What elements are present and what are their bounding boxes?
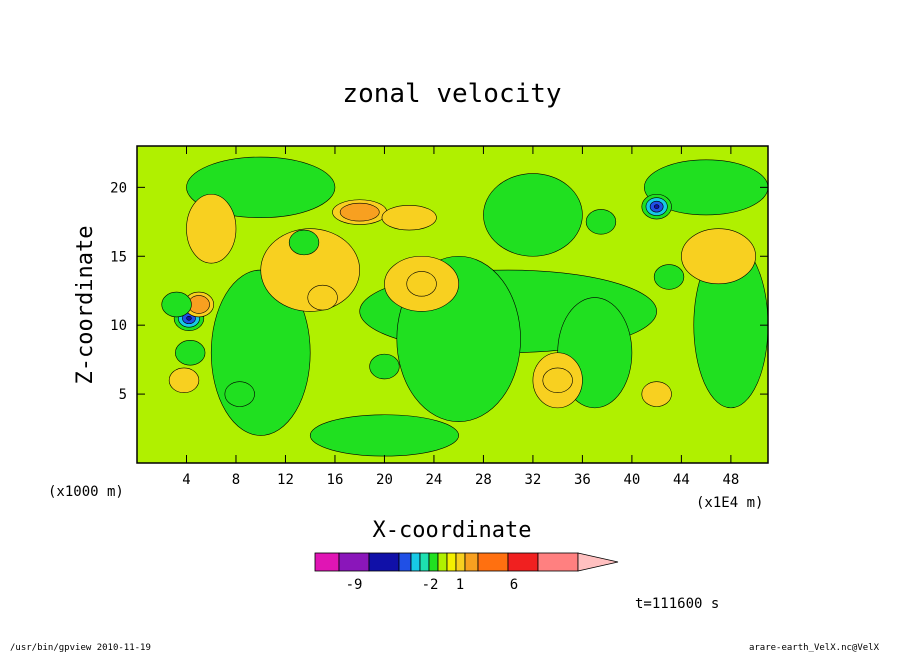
y-tick-label: 10 <box>110 318 127 334</box>
field-feature-16 <box>542 367 573 394</box>
x-tick-label: 12 <box>277 472 294 488</box>
colorbar-segment <box>428 552 439 572</box>
y-units-label: (x1000 m) <box>48 484 124 500</box>
field-region-6 <box>483 173 583 257</box>
x-tick-label: 44 <box>673 472 690 488</box>
x-ticks: 4 8 12 16 20 24 28 32 36 40 44 48 <box>182 146 739 488</box>
field-region-12 <box>681 228 756 285</box>
field-feature-8 <box>224 381 255 407</box>
field-region-8 <box>309 414 459 457</box>
colorbar-extend-arrow <box>577 552 619 572</box>
field-feature-5 <box>332 199 388 225</box>
x-tick-label: 40 <box>623 472 640 488</box>
field-feature-11 <box>653 264 685 290</box>
x-tick-label: 28 <box>475 472 492 488</box>
colorbar-segment <box>455 552 466 572</box>
colorbar-segment <box>464 552 479 572</box>
colorbar-segment <box>446 552 457 572</box>
x-tick-label: 24 <box>426 472 443 488</box>
colorbar-segment <box>410 552 421 572</box>
field-feature-4 <box>168 367 200 394</box>
x-axis-label: X-coordinate <box>373 518 532 543</box>
x-tick-label: 4 <box>182 472 190 488</box>
colorbar-segment <box>368 552 400 572</box>
field-feature-12 <box>641 381 672 407</box>
field-region-13 <box>186 193 237 264</box>
y-tick-label: 20 <box>110 180 127 196</box>
colorbar-segment <box>398 552 412 572</box>
colorbar-tick-label: 1 <box>456 577 464 593</box>
field-feature-9 <box>641 193 672 220</box>
field-feature-1 <box>183 291 215 318</box>
velocity-field <box>161 156 768 457</box>
colorbar-segment <box>338 552 370 572</box>
colorbar-tick-label: -9 <box>346 577 363 593</box>
x-tick-label: 16 <box>327 472 344 488</box>
field-region-2 <box>643 159 768 216</box>
colorbar-tick-label: 6 <box>510 577 518 593</box>
field-feature-6 <box>381 204 437 231</box>
colorbar-tick-label: -2 <box>422 577 439 593</box>
y-tick-label: 5 <box>119 387 127 403</box>
field-feature-2 <box>161 291 192 318</box>
field-feature-15 <box>369 353 400 380</box>
footer-right: arare-earth_VelX.nc@VelX <box>749 643 880 653</box>
colorbar-segment <box>477 552 509 572</box>
colorbar-segment <box>537 552 579 572</box>
x-tick-label: 36 <box>574 472 591 488</box>
field-feature-10 <box>585 209 617 235</box>
footer-left: /usr/bin/gpview 2010-11-19 <box>10 643 151 653</box>
y-tick-label: 15 <box>110 249 127 265</box>
field-feature-3 <box>175 340 206 366</box>
y-ticks: 5 10 15 20 <box>110 180 768 403</box>
field-feature-14 <box>406 271 437 297</box>
x-tick-label: 32 <box>524 472 541 488</box>
x-tick-label: 48 <box>722 472 739 488</box>
y-axis-label: Z-coordinate <box>73 226 98 385</box>
colorbar-segment <box>507 552 539 572</box>
x-tick-label: 20 <box>376 472 393 488</box>
x-units-label: (x1E4 m) <box>696 495 763 511</box>
time-label: t=111600 s <box>635 596 719 612</box>
colorbar-segment <box>437 552 448 572</box>
colorbar-tick-labels: -9 -2 1 6 <box>346 577 519 593</box>
colorbar <box>314 552 619 572</box>
field-feature-7 <box>288 229 320 256</box>
field-feature-13 <box>307 284 338 311</box>
colorbar-segment <box>314 552 340 572</box>
chart-title: zonal velocity <box>342 79 561 109</box>
plot-frame <box>136 145 769 464</box>
x-tick-label: 8 <box>232 472 240 488</box>
colorbar-segment <box>419 552 430 572</box>
